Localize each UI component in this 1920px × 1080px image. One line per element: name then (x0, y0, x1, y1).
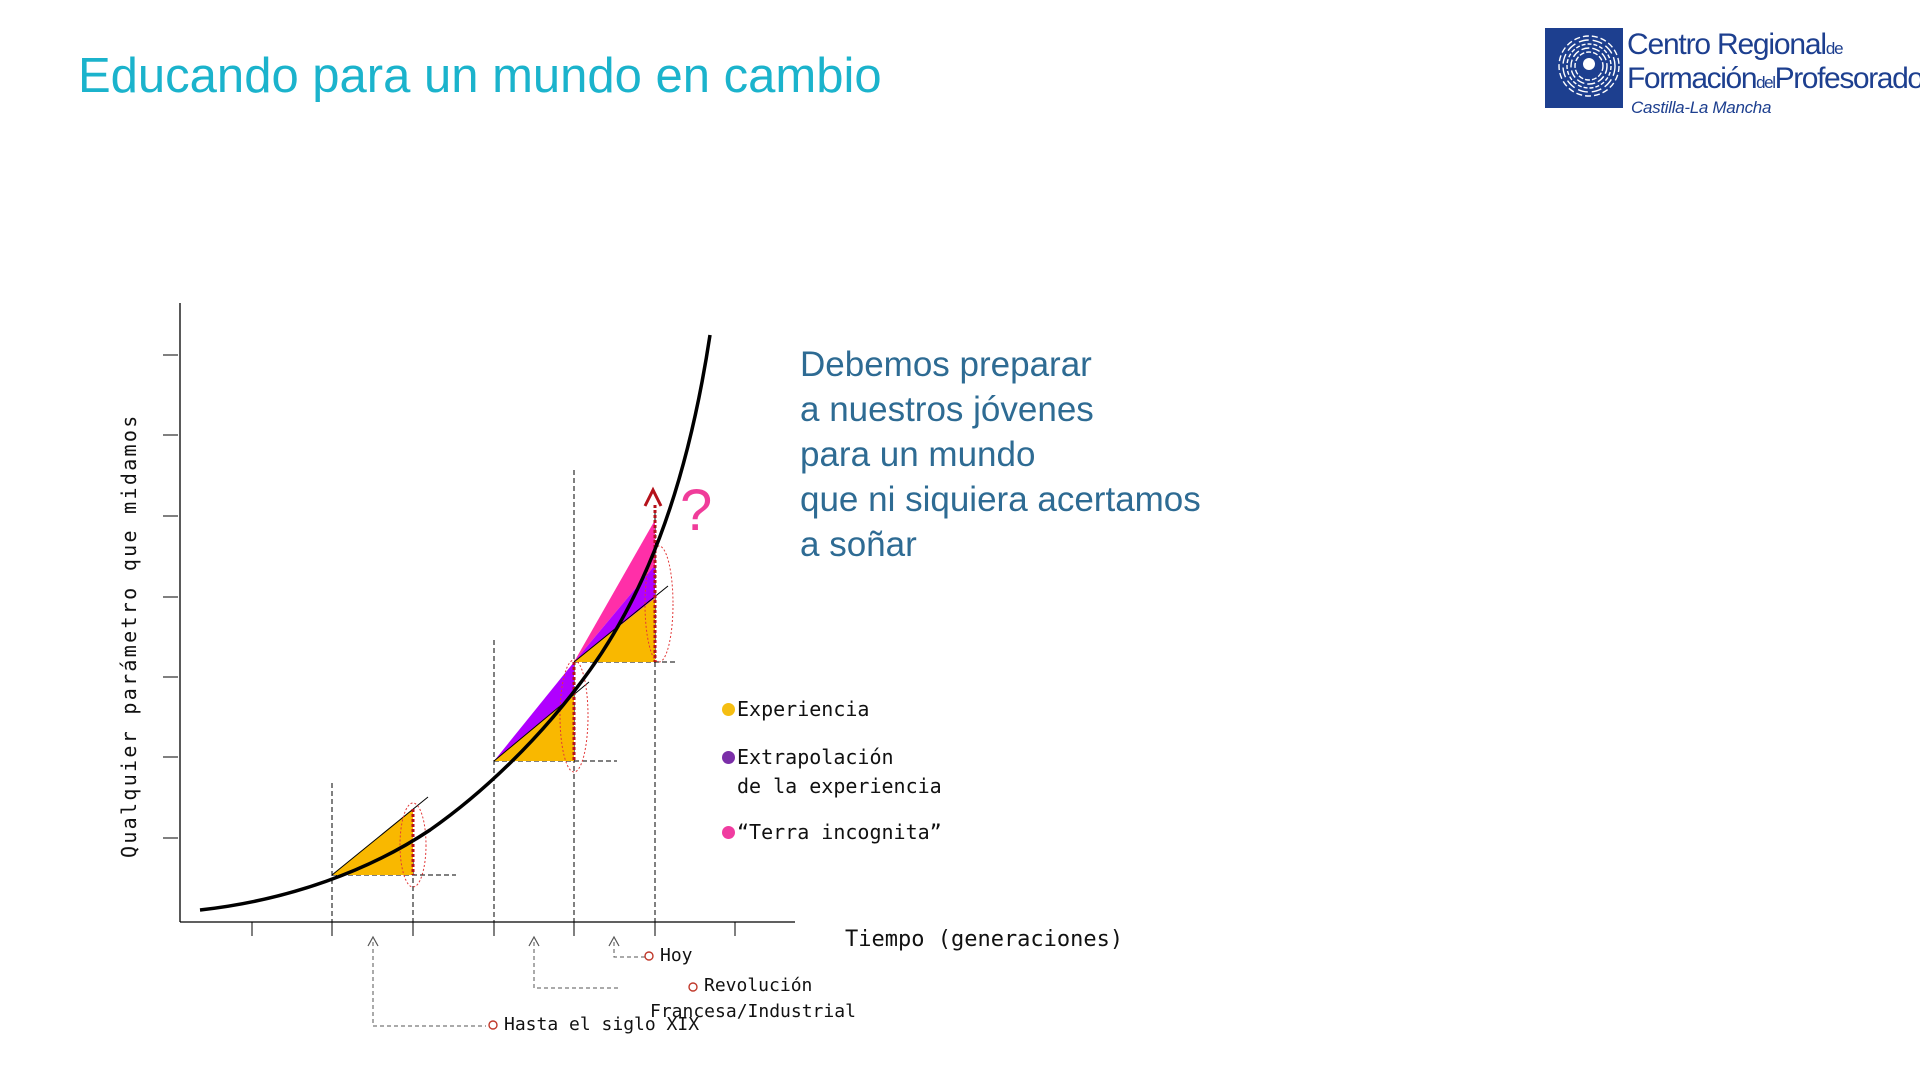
annotation-revolucion-line1: Revolución (704, 975, 812, 996)
annotation-revolucion-line2: Francesa/Industrial (650, 1001, 856, 1022)
annotation-arrowheads (367, 935, 620, 947)
logo-line1-main: Centro Regional (1627, 28, 1827, 61)
quote-line: a nuestros jóvenes (800, 390, 1094, 429)
y-axis-label: Qualquier parámetro que midamos (117, 413, 141, 858)
annotation-arrows (372, 942, 645, 1027)
logo-line2-main: Formación (1627, 62, 1758, 95)
annotation-hasta: Hasta el siglo XIX (504, 1014, 699, 1035)
legend-terra: “Terra incognita” (737, 820, 942, 844)
caret-up-icon (643, 486, 663, 507)
logo-text: Centro Regionalde FormacióndelProfesorad… (1627, 30, 1920, 118)
highlight-ellipse-1 (399, 802, 427, 888)
legend-dot-terra (722, 826, 735, 839)
logo-line2-tail: Profesorado (1774, 62, 1920, 95)
logo-emblem-icon (1545, 28, 1623, 108)
highlight-ellipse-3 (644, 545, 674, 663)
annotation-markers (488, 951, 698, 1030)
quote-line: a soñar (800, 525, 917, 564)
annotation-hoy: Hoy (660, 945, 693, 966)
x-axis-label: Tiempo (generaciones) (845, 927, 1123, 952)
quote-text: Debemos preparar a nuestros jóvenes para… (800, 342, 1201, 567)
extrapolation-area-3 (574, 565, 655, 662)
growth-curve (199, 334, 712, 912)
terra-incognita-area-3 (574, 520, 655, 662)
logo: Centro Regionalde FormacióndelProfesorad… (1545, 28, 1920, 117)
logo-line2-small: del (1756, 73, 1776, 92)
legend-dot-experience (722, 703, 735, 716)
logo-line3: Castilla-La Mancha (1631, 98, 1772, 117)
quote-line: Debemos preparar (800, 345, 1092, 384)
quote-line: que ni siquiera acertamos (800, 480, 1201, 519)
logo-line1-small: de (1825, 39, 1844, 58)
legend-extrapolation: Extrapolación (737, 745, 894, 769)
x-axis-ticks (251, 922, 736, 936)
legend-experience: Experiencia (737, 697, 870, 721)
question-mark: ? (680, 478, 712, 543)
quote-line: para un mundo (800, 435, 1036, 474)
legend-dot-extrapolation (722, 751, 735, 764)
slide-title: Educando para un mundo en cambio (78, 49, 882, 103)
y-axis-ticks (163, 354, 178, 839)
legend-extrapolation-line2: de la experiencia (737, 774, 942, 798)
highlight-ellipse-2 (559, 659, 589, 773)
extrapolation-area-2 (494, 662, 574, 761)
